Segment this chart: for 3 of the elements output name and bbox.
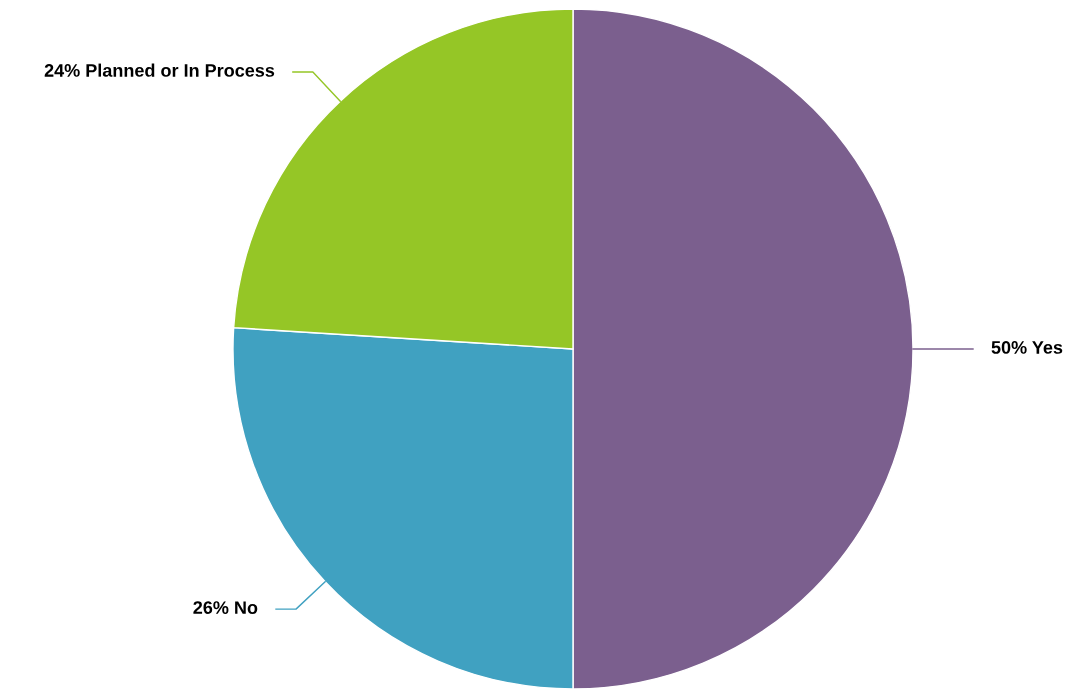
slice-label: 24% Planned or In Process <box>44 63 275 77</box>
slice-label: 26% No <box>193 601 258 614</box>
slice-label: 50% Yes <box>991 341 1063 354</box>
